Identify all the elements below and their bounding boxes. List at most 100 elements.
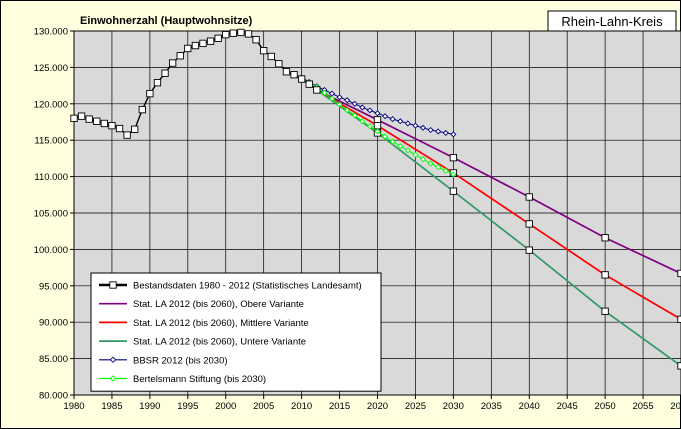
data-point-marker	[244, 30, 253, 38]
x-tick-label: 2020	[367, 401, 388, 412]
series-line	[316, 89, 681, 367]
data-point-marker	[184, 44, 192, 53]
series-1	[316, 89, 681, 278]
data-point-marker	[108, 121, 116, 130]
x-tick-label: 2030	[443, 401, 464, 412]
x-tick-label: 1995	[177, 401, 198, 412]
data-point-marker	[419, 124, 427, 131]
data-point-marker	[260, 47, 268, 55]
data-point-marker	[435, 128, 442, 135]
data-point-marker	[525, 193, 533, 201]
y-tick-label: 110.000	[34, 172, 68, 183]
data-point-marker	[397, 142, 404, 150]
data-point-marker	[222, 30, 230, 39]
data-point-marker	[427, 126, 434, 134]
data-point-marker	[427, 160, 434, 167]
data-point-marker	[397, 118, 404, 125]
data-point-marker	[252, 36, 260, 44]
data-point-marker	[450, 171, 457, 178]
data-point-marker	[359, 118, 366, 125]
data-point-marker	[176, 52, 184, 60]
data-point-marker	[214, 34, 222, 42]
data-point-marker	[389, 138, 396, 145]
data-point-marker	[161, 69, 169, 77]
x-tick-label: 2040	[519, 401, 540, 412]
data-point-marker	[153, 79, 162, 87]
data-point-marker	[229, 29, 237, 37]
series-line	[293, 74, 454, 175]
y-tick-label: 95.000	[39, 281, 68, 292]
data-point-marker	[77, 112, 86, 120]
data-point-marker	[525, 246, 533, 254]
data-point-marker	[70, 114, 78, 123]
data-point-marker	[100, 119, 109, 128]
data-point-marker	[115, 124, 124, 133]
series-line	[316, 89, 681, 275]
x-tick-label: 2050	[595, 401, 616, 412]
data-point-marker	[131, 125, 139, 133]
data-point-marker	[313, 86, 321, 94]
x-axis-tick-labels: 1980 1985 1990 1995 2000 2005 2010 2015 2020 2025…	[63, 401, 681, 412]
data-point-marker	[282, 68, 291, 76]
data-point-marker	[344, 107, 351, 114]
y-tick-label: 130.000	[34, 27, 68, 38]
data-point-marker	[199, 39, 207, 48]
y-tick-label: 125.000	[34, 63, 68, 74]
data-point-marker	[374, 128, 381, 135]
data-point-marker	[601, 307, 609, 315]
data-point-marker	[442, 129, 449, 136]
data-point-marker	[109, 281, 117, 289]
data-point-marker	[449, 154, 458, 162]
data-point-marker	[275, 60, 283, 68]
y-tick-label: 90.000	[39, 318, 68, 329]
data-point-marker	[109, 356, 117, 364]
chart-title: Einwohnerzahl (Hauptwohnsitze)	[80, 15, 253, 27]
data-point-marker	[389, 116, 396, 123]
x-tick-label: 1980	[63, 401, 84, 412]
x-tick-label: 2060	[670, 401, 681, 412]
x-tick-label: 2055	[632, 401, 653, 412]
data-point-marker	[359, 104, 366, 111]
data-point-marker	[344, 97, 351, 104]
data-point-marker	[168, 59, 177, 67]
data-point-marker	[237, 28, 245, 37]
y-axis-tick-labels: 80.000 85.000 90.000 95.000 100.000 105.000 11…	[34, 27, 68, 402]
x-tick-label: 1985	[101, 401, 122, 412]
legend-label: Stat. LA 2012 (bis 2060), Untere Variant…	[133, 337, 306, 348]
data-point-marker	[442, 167, 449, 174]
series-lines	[70, 28, 681, 370]
series-line	[316, 89, 681, 321]
data-point-marker	[374, 110, 381, 117]
data-point-marker	[138, 105, 146, 114]
data-point-marker	[146, 89, 154, 98]
data-point-marker	[404, 120, 411, 127]
data-point-marker	[321, 89, 328, 96]
data-point-marker	[419, 156, 427, 163]
legend-label: BBSR 2012 (bis 2030)	[133, 355, 228, 366]
data-point-marker	[85, 115, 93, 123]
data-point-marker	[373, 121, 382, 130]
y-tick-label: 80.000	[39, 391, 68, 402]
data-point-marker	[336, 101, 343, 108]
y-tick-label: 100.000	[34, 245, 68, 256]
x-tick-label: 2035	[481, 401, 502, 412]
legend-label: Stat. LA 2012 (bis 2060), Mittlere Varia…	[133, 318, 309, 329]
data-point-marker	[404, 147, 411, 154]
data-point-marker	[328, 95, 336, 102]
data-point-marker	[382, 133, 389, 140]
x-tick-label: 2025	[405, 401, 426, 412]
series-0	[70, 28, 321, 139]
legend-label: Bestandsdaten 1980 - 2012 (Statistisches…	[133, 281, 362, 292]
data-point-marker	[525, 220, 533, 228]
data-point-marker	[366, 123, 373, 130]
data-point-marker	[93, 117, 101, 125]
data-point-marker	[601, 234, 609, 242]
region-label: Rhein-Lahn-Kreis	[561, 14, 663, 29]
y-tick-label: 120.000	[34, 99, 68, 110]
data-point-marker	[123, 131, 131, 139]
legend: Bestandsdaten 1980 - 2012 (Statistisches…	[90, 272, 382, 392]
data-point-marker	[435, 164, 442, 171]
data-point-marker	[601, 271, 609, 279]
y-tick-label: 115.000	[34, 136, 68, 147]
